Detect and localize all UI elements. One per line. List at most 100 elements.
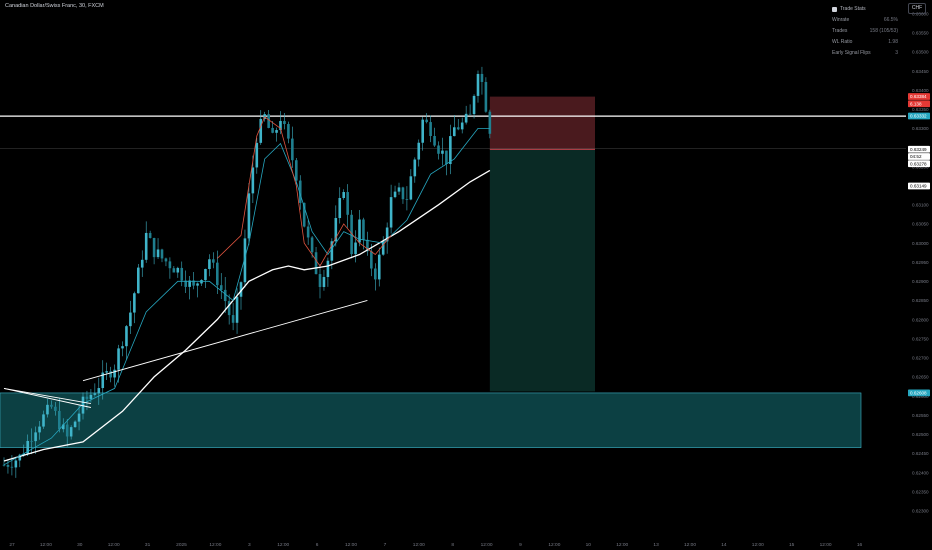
price-label-box (908, 182, 930, 190)
candle-body (302, 202, 306, 227)
time-tick-label: 13 (653, 542, 659, 548)
candle-body (65, 424, 69, 437)
time-tick-label: 12:00 (481, 542, 493, 548)
candle-body (121, 346, 124, 349)
candle-body (354, 242, 357, 255)
stats-row: WL Ratio 1.98 (832, 37, 898, 48)
candle-body (89, 394, 93, 399)
candle-body (6, 464, 10, 467)
candle-body (117, 348, 120, 370)
time-tick-label: 10 (586, 542, 592, 548)
time-tick-label: 12:00 (752, 542, 764, 548)
candle-body (93, 393, 97, 395)
candle-body (370, 251, 373, 269)
currency-button[interactable]: CHF (908, 3, 926, 14)
candle-body (30, 440, 33, 442)
trend-line (82, 299, 368, 382)
candle-body (50, 404, 53, 407)
price-tick-label: 0.62900 (912, 279, 929, 284)
price-tick-label: 0.62650 (912, 375, 929, 380)
candle-body (445, 150, 448, 165)
price-label-text: 6.138 (910, 101, 922, 106)
stats-row: Trades 158 (105/53) (832, 26, 898, 37)
candle-body (164, 258, 168, 262)
trade-stats-panel: Trade Stats Winrate 66.5% Trades 158 (10… (832, 4, 898, 59)
candle-body (255, 142, 259, 168)
candle-body (243, 238, 247, 283)
candle-body (188, 280, 191, 287)
candle-body (381, 241, 385, 255)
candle-body (223, 289, 227, 302)
price-label-text: 0.63384 (910, 94, 927, 99)
stop-loss-zone (489, 96, 595, 150)
candle-body (417, 142, 421, 160)
candle-body (42, 414, 45, 427)
candle-body (295, 160, 298, 181)
candle-body (137, 267, 140, 294)
candle-body (109, 371, 112, 378)
candle-body (26, 440, 29, 454)
candle-body (180, 267, 184, 281)
stats-row: Early Signal Flips 3 (832, 48, 898, 59)
candle-body (453, 127, 456, 137)
candle-body (385, 227, 389, 242)
candle-body (14, 460, 18, 468)
price-tick-label: 0.62950 (912, 260, 929, 265)
candle-body (389, 197, 393, 228)
trend-line (3, 387, 91, 405)
candle-body (46, 404, 49, 415)
candle-body (338, 198, 342, 219)
price-label-text: 0.63149 (910, 184, 927, 189)
price-tick-label: 0.62350 (912, 489, 929, 494)
candle-body (140, 259, 144, 268)
candle-body (231, 315, 235, 323)
candle-body (437, 145, 440, 154)
price-label-box (908, 389, 930, 397)
price-tick-label: 0.63300 (912, 126, 929, 131)
candle-body (54, 406, 57, 411)
checkbox-icon[interactable] (832, 7, 837, 12)
candle-body (397, 187, 401, 192)
time-tick-label: 7 (384, 542, 387, 548)
candle-body (168, 261, 172, 269)
time-tick-label: 12:00 (209, 542, 221, 548)
candles (2, 66, 492, 478)
time-tick-label: 6 (316, 542, 319, 548)
time-axis: 27 12:00 30 12:00 31 2025 12:00 3 12:00 6 12:00 7 12… (9, 542, 862, 548)
candle-body (476, 73, 480, 96)
candle-body (58, 410, 61, 430)
time-tick-label: 31 (145, 542, 151, 548)
candle-body (10, 466, 14, 468)
candle-body (204, 268, 207, 281)
candle-body (405, 199, 409, 200)
stats-label: Early Signal Flips (832, 50, 871, 56)
candle-body (460, 122, 464, 130)
price-tick-label: 0.63500 (912, 50, 929, 55)
candle-body (401, 187, 405, 200)
price-tick-label: 0.63450 (912, 69, 929, 74)
candle-body (271, 127, 274, 133)
candle-body (133, 293, 136, 313)
candle-body (374, 268, 377, 280)
indicator-lines (3, 116, 491, 466)
time-tick-label: 14 (721, 542, 727, 548)
price-label-text: 0.62608 (910, 390, 927, 395)
price-tick-label: 0.63350 (912, 107, 929, 112)
candle-body (456, 127, 460, 130)
price-label-text: 0.63249 (910, 147, 927, 152)
time-tick-label: 2025 (176, 542, 187, 548)
candle-body (38, 426, 41, 433)
trade-stats-header: Trade Stats (832, 4, 898, 15)
price-tick-label: 0.63400 (912, 88, 929, 93)
price-label-box (908, 153, 930, 160)
candle-body (472, 95, 476, 115)
candle-body (85, 396, 89, 399)
symbol-title: Canadian Dollar/Swiss Franc, 30, FXCM (5, 3, 104, 9)
time-tick-label: 12:00 (413, 542, 425, 548)
price-tick-label: 0.62850 (912, 298, 929, 303)
candle-body (2, 464, 6, 466)
candle-body (298, 180, 302, 203)
stats-label: Trades (832, 28, 848, 34)
trade-stats-title: Trade Stats (840, 6, 866, 12)
